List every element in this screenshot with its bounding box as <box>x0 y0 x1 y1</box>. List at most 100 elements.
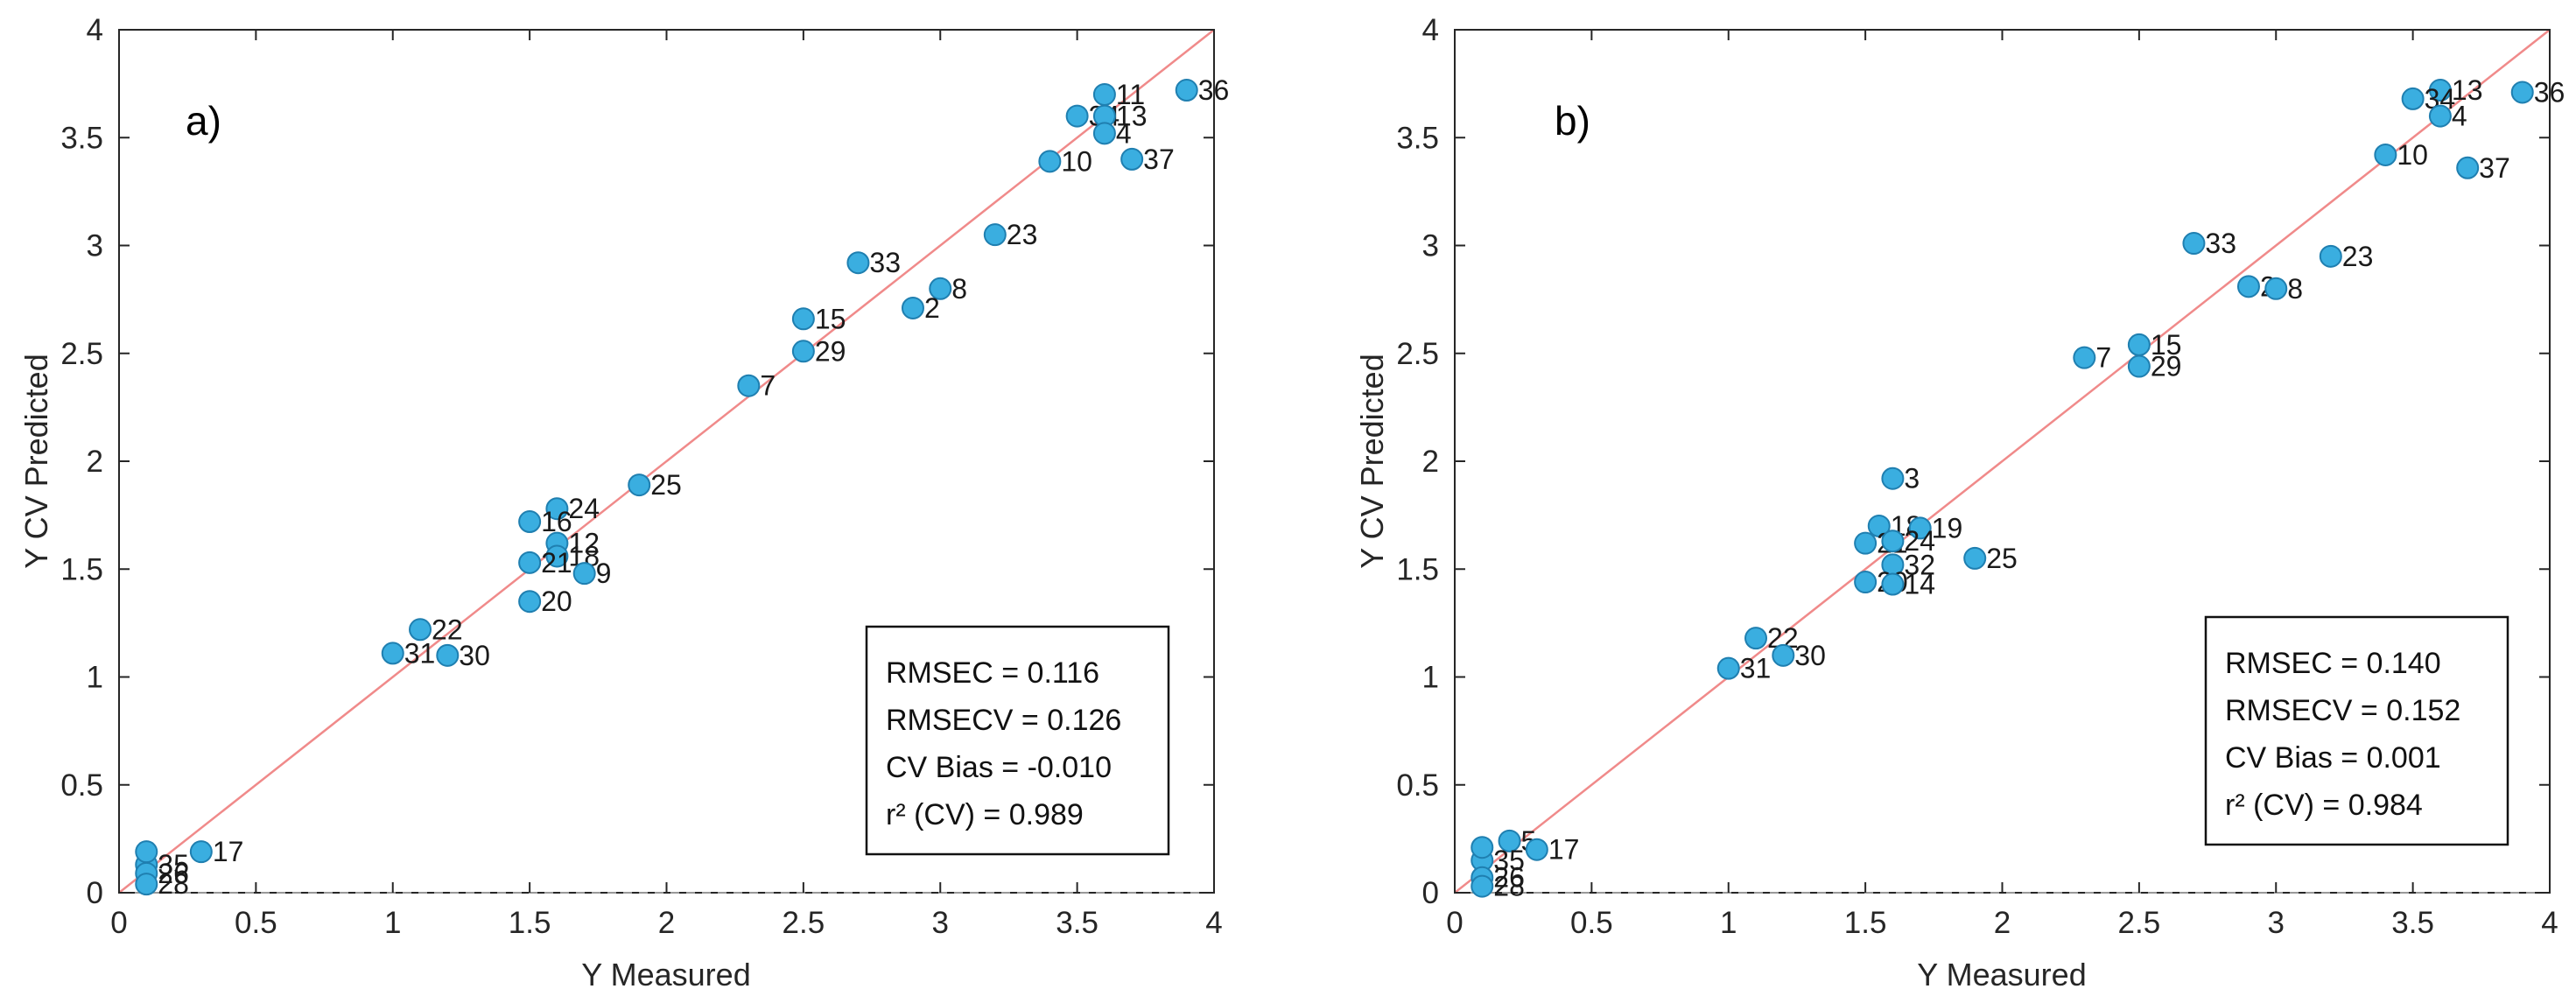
data-point <box>135 840 158 864</box>
point-label: 37 <box>2479 152 2510 184</box>
y-tick-label: 1.5 <box>1396 552 1439 586</box>
y-axis-label: Y CV Predicted <box>1354 354 1390 568</box>
stats-box-frame <box>865 625 1170 856</box>
point-label: 2 <box>924 292 940 324</box>
data-point <box>1854 571 1878 594</box>
panel-label: a) <box>186 98 221 144</box>
chart-panel-a: 0 0.5 1 1.5 2 2.5 3 3.5 4 0 0.5 1 1.5 2 2.5 3 3.5 4 11 36… <box>18 13 1229 992</box>
y-tick-label: 2.5 <box>1396 337 1439 371</box>
stat-rmsecv: RMSECV = 0.126 <box>886 704 1121 737</box>
data-point <box>901 296 924 319</box>
data-point <box>1881 530 1905 553</box>
data-point <box>545 544 569 568</box>
point-label: 12 <box>568 528 600 559</box>
point-label: 26 <box>158 858 189 889</box>
point-label: 31 <box>1740 653 1772 684</box>
data-point <box>791 340 815 363</box>
data-point <box>1065 104 1089 128</box>
stat-r2: r² (CV) = 0.984 <box>2225 789 2423 822</box>
chart-panel-b: 0 0.5 1 1.5 2 2.5 3 3.5 4 0 0.5 1 1.5 2 2.5 3 3.5 4 13 36… <box>1354 13 2565 992</box>
point-label: 8 <box>2287 273 2303 305</box>
data-points: 1136341341037233382152972524161218219202… <box>135 74 1230 900</box>
x-tick-label: 4 <box>2541 906 2558 940</box>
stat-cv-bias: CV Bias = -0.010 <box>886 751 1112 784</box>
x-tick-label: 1 <box>384 906 401 940</box>
x-tick-label: 3 <box>2268 906 2285 940</box>
data-point <box>737 374 761 397</box>
x-axis-label: Y Measured <box>581 957 750 992</box>
y-tick-label: 2 <box>87 445 103 479</box>
data-point <box>1963 546 1987 570</box>
point-label: 37 <box>1143 144 1175 175</box>
data-point <box>189 840 213 864</box>
data-point <box>1175 79 1198 102</box>
y-tick-label: 3.5 <box>60 121 103 155</box>
y-axis-label: Y CV Predicted <box>18 354 54 568</box>
identity-line <box>1454 29 2551 894</box>
point-label: 36 <box>1198 74 1230 106</box>
data-point <box>572 562 596 586</box>
data-point <box>135 873 158 896</box>
point-label: 28 <box>158 868 189 900</box>
x-tick-label: 2.5 <box>2118 906 2161 940</box>
y-tick-label: 4 <box>87 13 103 47</box>
data-point <box>1772 643 1795 667</box>
y-tick-label: 2 <box>1422 445 1439 479</box>
point-label: 4 <box>2452 101 2467 132</box>
point-label: 33 <box>869 247 901 278</box>
point-label: 26 <box>1493 862 1525 894</box>
point-label: 10 <box>2397 139 2428 171</box>
point-label: 30 <box>459 640 490 671</box>
data-point <box>518 510 542 534</box>
data-point <box>436 643 460 667</box>
point-label: 25 <box>650 469 682 501</box>
data-point <box>846 251 870 275</box>
y-tick-label: 2.5 <box>60 337 103 371</box>
x-tick-label: 2 <box>658 906 675 940</box>
y-tick-label: 0.5 <box>60 768 103 803</box>
stat-rmsec: RMSEC = 0.140 <box>2225 647 2441 680</box>
data-point <box>1881 466 1905 490</box>
x-tick-label: 0.5 <box>235 906 277 940</box>
x-tick-label: 3.5 <box>2391 906 2434 940</box>
point-label: 21 <box>541 547 572 579</box>
x-tick-label: 1.5 <box>1844 906 1887 940</box>
identity-line <box>118 29 1215 894</box>
x-tick-label: 0.5 <box>1570 906 1613 940</box>
point-label: 19 <box>1932 512 1963 544</box>
point-label: 25 <box>1986 543 2018 574</box>
point-label: 35 <box>1493 845 1525 876</box>
point-label: 28 <box>1493 871 1525 902</box>
data-point <box>2428 104 2452 128</box>
x-tick-label: 3 <box>932 906 949 940</box>
point-label: 11 <box>1116 79 1145 110</box>
point-label: 13 <box>2452 74 2483 106</box>
y-tick-label: 0 <box>87 876 103 910</box>
data-point <box>1470 836 1494 859</box>
data-point <box>1470 874 1494 898</box>
data-point <box>1092 122 1116 145</box>
data-point <box>2127 354 2151 378</box>
point-label: 32 <box>1904 549 1935 580</box>
x-axis-label: Y Measured <box>1917 957 2086 992</box>
stats-box-frame <box>2204 615 2509 846</box>
data-point <box>1716 656 1740 680</box>
point-label: 8 <box>951 273 967 305</box>
y-tick-label: 1.5 <box>60 552 103 586</box>
point-label: 36 <box>2534 76 2565 108</box>
data-point <box>518 590 542 614</box>
point-label: 35 <box>158 849 189 880</box>
x-tick-label: 1 <box>1720 906 1737 940</box>
data-point <box>409 618 432 642</box>
data-point <box>518 551 542 574</box>
point-label: 15 <box>815 303 846 334</box>
y-tick-label: 1 <box>87 661 103 695</box>
data-point <box>1038 150 1062 173</box>
data-point <box>2073 346 2096 369</box>
point-label: 30 <box>1794 640 1826 671</box>
point-label: 31 <box>404 637 436 669</box>
data-point <box>1498 829 1521 852</box>
point-label: 14 <box>1904 569 1935 600</box>
x-tick-label: 1.5 <box>509 906 551 940</box>
